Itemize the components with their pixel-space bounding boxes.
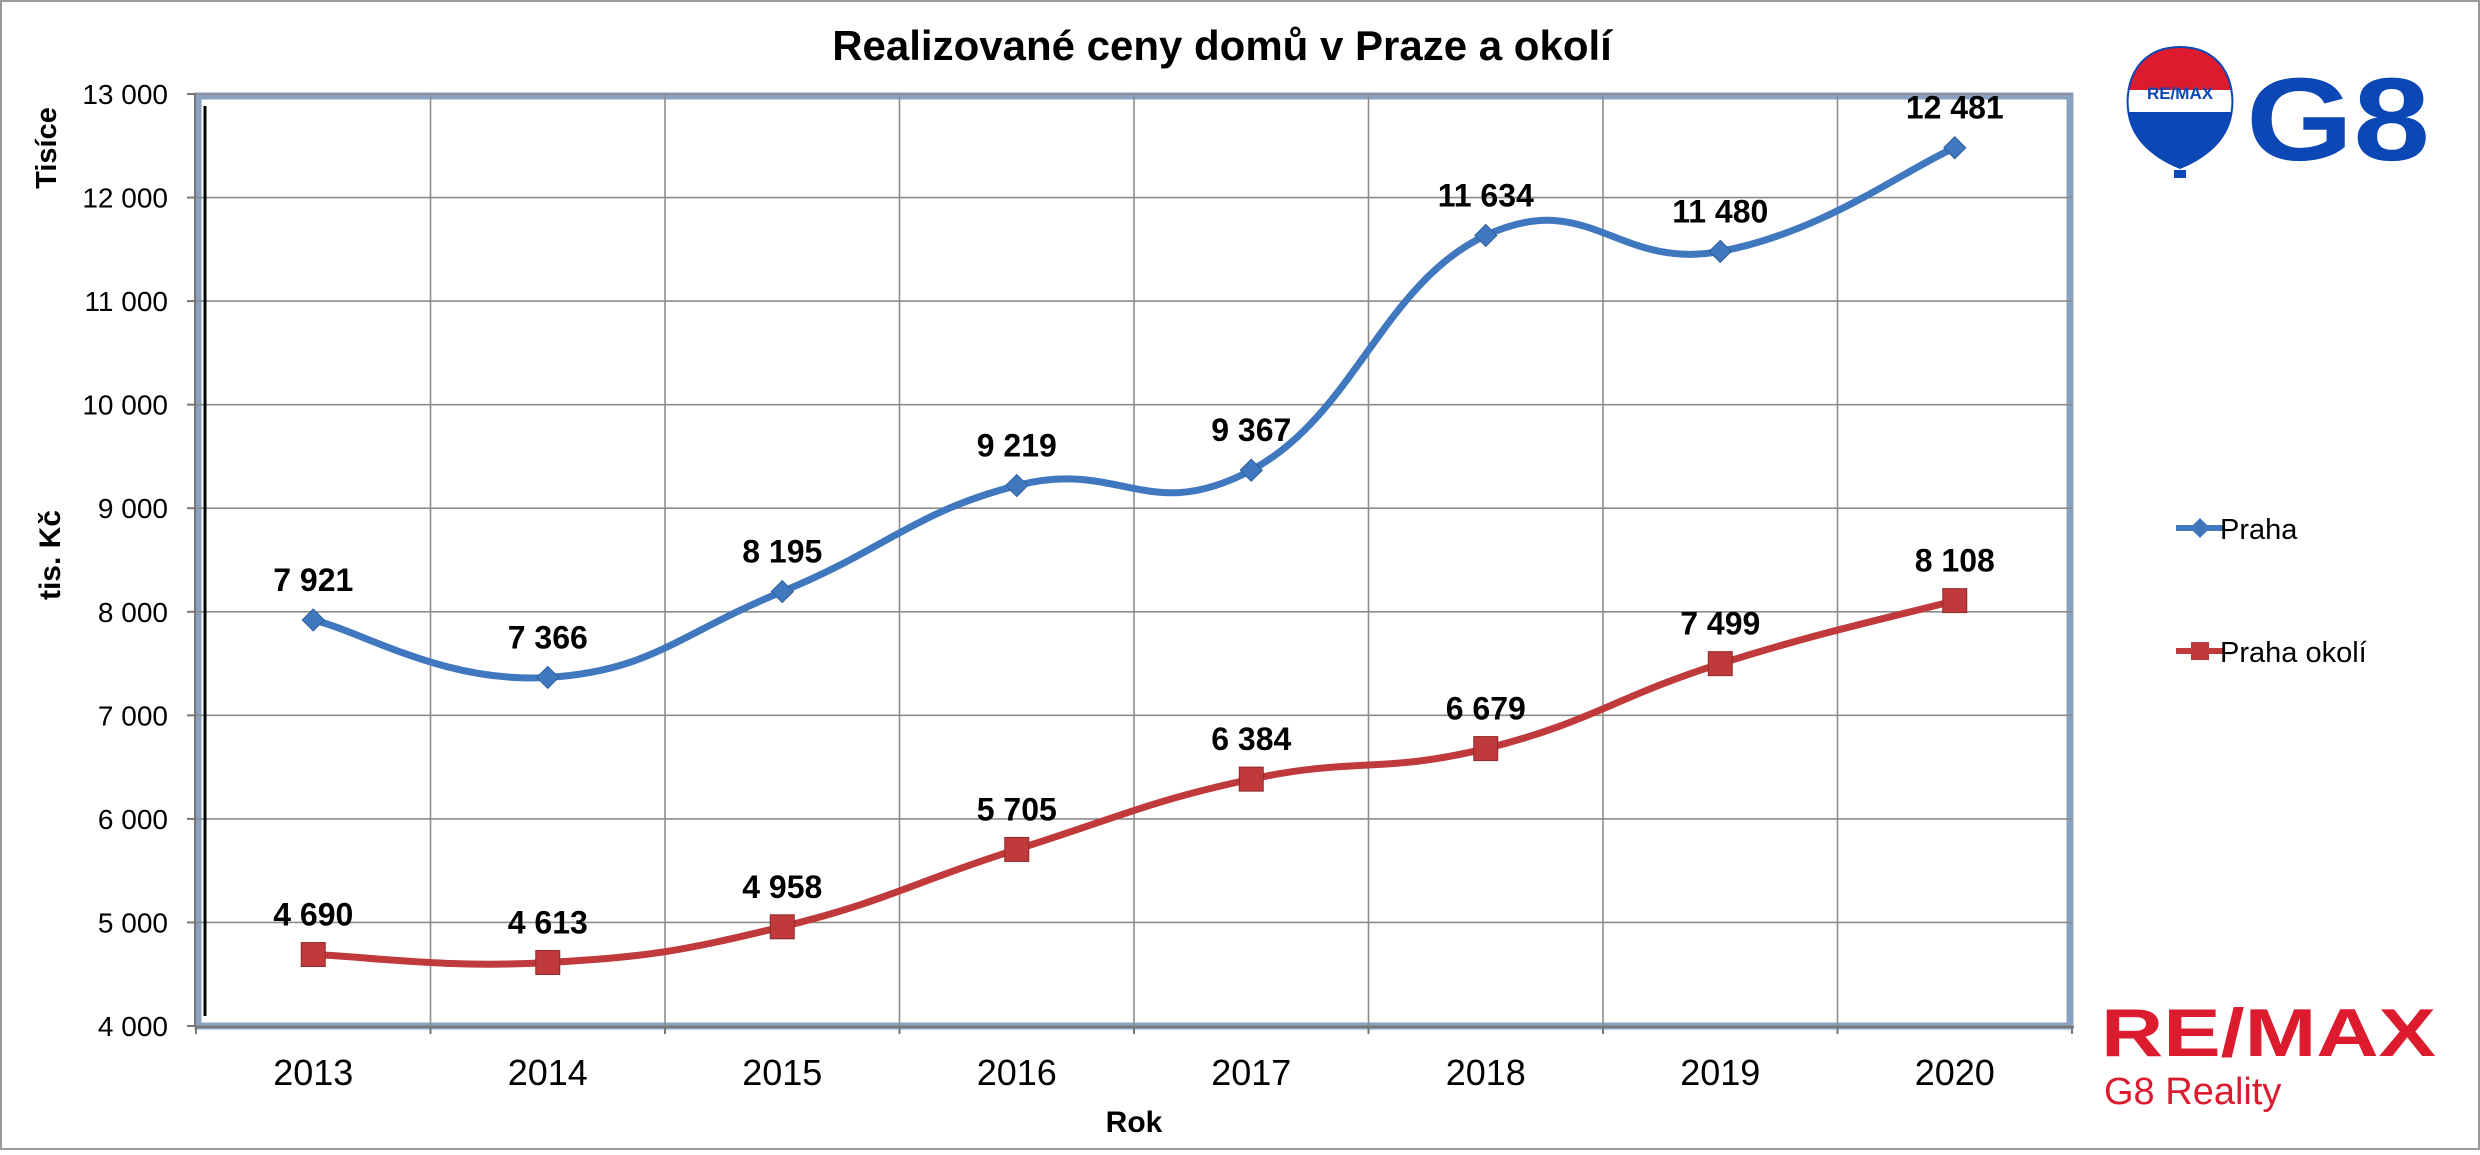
xtick-label-2018: 2018 xyxy=(1446,1052,1526,1093)
y-tick-labels: 4 000 5 000 6 000 7 000 8 000 9 000 10 000 11 0… xyxy=(82,79,168,1042)
legend-label-praha-okoli: Praha okolí xyxy=(2220,637,2367,669)
data-label-praha-okol--2019: 7 499 xyxy=(1680,606,1760,642)
ytick-label-9: 13 000 xyxy=(82,79,168,110)
xtick-label-2013: 2013 xyxy=(273,1052,353,1093)
marker-praha-2020 xyxy=(1943,136,1967,160)
legend-item-praha-okoli: Praha okolí xyxy=(2176,637,2367,669)
marker-praha-2015 xyxy=(770,579,794,604)
balloon-text: RE/MAX xyxy=(2147,84,2214,103)
xtick-label-2020: 2020 xyxy=(1915,1052,1995,1093)
marker-praha-2019 xyxy=(1708,239,1732,264)
ytick-label-3: 7 000 xyxy=(98,700,168,731)
marker-praha-2013 xyxy=(301,608,325,632)
marker-praha-2018 xyxy=(1474,223,1498,248)
data-label-praha-okol--2020: 8 108 xyxy=(1915,543,1995,579)
data-label-praha-2019: 11 480 xyxy=(1672,193,1768,229)
remax-balloon-logo: RE/MAX xyxy=(2126,45,2234,178)
marker-praha-okol--2013 xyxy=(300,942,326,968)
marker-praha-2014 xyxy=(536,665,560,690)
chart-title: Realizované ceny domů v Praze a okolí xyxy=(832,22,1613,69)
xtick-label-2017: 2017 xyxy=(1211,1052,1291,1093)
data-label-praha-okol--2016: 5 705 xyxy=(977,791,1057,827)
ytick-label-2: 6 000 xyxy=(98,804,168,835)
series-line-praha-okol- xyxy=(309,597,1959,968)
ytick-label-5: 9 000 xyxy=(98,493,168,524)
ytick-label-4: 8 000 xyxy=(98,597,168,628)
ytick-label-8: 12 000 xyxy=(82,183,168,214)
grid-lines xyxy=(187,93,2073,1034)
marker-praha-okol--2014 xyxy=(535,950,561,976)
data-label-praha-okol--2013: 4 690 xyxy=(273,897,353,933)
marker-praha-okol--2020 xyxy=(1942,588,1968,614)
g8-logo: G8 xyxy=(2246,54,2430,186)
xtick-label-2014: 2014 xyxy=(508,1052,588,1093)
xtick-label-2019: 2019 xyxy=(1680,1052,1760,1093)
x-axis-title: Rok xyxy=(1106,1106,1163,1139)
remax-wordmark: RE/MAX xyxy=(2101,995,2436,1071)
marker-praha-okol--2016 xyxy=(1004,836,1030,862)
g8-reality-wordmark: G8 Reality xyxy=(2104,1071,2281,1113)
legend-marker-praha xyxy=(2190,518,2210,538)
legend-marker-praha-okoli xyxy=(2191,642,2209,660)
xtick-label-2015: 2015 xyxy=(742,1052,822,1093)
marker-praha-okol--2018 xyxy=(1473,736,1499,762)
y-axis-title: tis. Kč xyxy=(34,510,67,600)
data-labels: 7 921 7 366 8 195 9 219 9 367 11 634 11 480 12 … xyxy=(273,90,2003,941)
series-line-praha xyxy=(309,144,1959,682)
marker-praha-2016 xyxy=(1005,473,1029,498)
series-lines xyxy=(300,136,1968,976)
y-units-label: Tisíce xyxy=(31,107,63,189)
data-label-praha-2018: 11 634 xyxy=(1438,177,1534,213)
data-label-praha-2020: 12 481 xyxy=(1906,90,2004,126)
legend: Praha Praha okolí xyxy=(2176,514,2367,669)
marker-praha-okol--2015 xyxy=(769,914,795,940)
ytick-label-7: 11 000 xyxy=(84,286,168,317)
data-label-praha-okol--2015: 4 958 xyxy=(742,869,822,905)
data-label-praha-2016: 9 219 xyxy=(977,428,1057,464)
legend-label-praha: Praha xyxy=(2220,514,2298,546)
marker-praha-okol--2017 xyxy=(1238,766,1264,792)
ytick-label-0: 4 000 xyxy=(98,1011,168,1042)
data-label-praha-okol--2017: 6 384 xyxy=(1211,721,1291,757)
data-label-praha-okol--2014: 4 613 xyxy=(508,905,588,941)
ytick-label-1: 5 000 xyxy=(98,907,168,938)
legend-item-praha: Praha xyxy=(2176,514,2298,546)
data-label-praha-2015: 8 195 xyxy=(742,534,822,570)
ytick-label-6: 10 000 xyxy=(82,390,168,421)
data-label-praha-2014: 7 366 xyxy=(508,619,588,655)
marker-praha-okol--2019 xyxy=(1707,651,1733,677)
x-tick-labels: 2013 2014 2015 2016 2017 2018 2019 2020 xyxy=(273,1052,1995,1093)
marker-praha-2017 xyxy=(1239,458,1263,482)
data-label-praha-2017: 9 367 xyxy=(1211,412,1291,448)
data-label-praha-2013: 7 921 xyxy=(273,562,353,598)
data-label-praha-okol--2018: 6 679 xyxy=(1446,691,1526,727)
xtick-label-2016: 2016 xyxy=(977,1052,1057,1093)
